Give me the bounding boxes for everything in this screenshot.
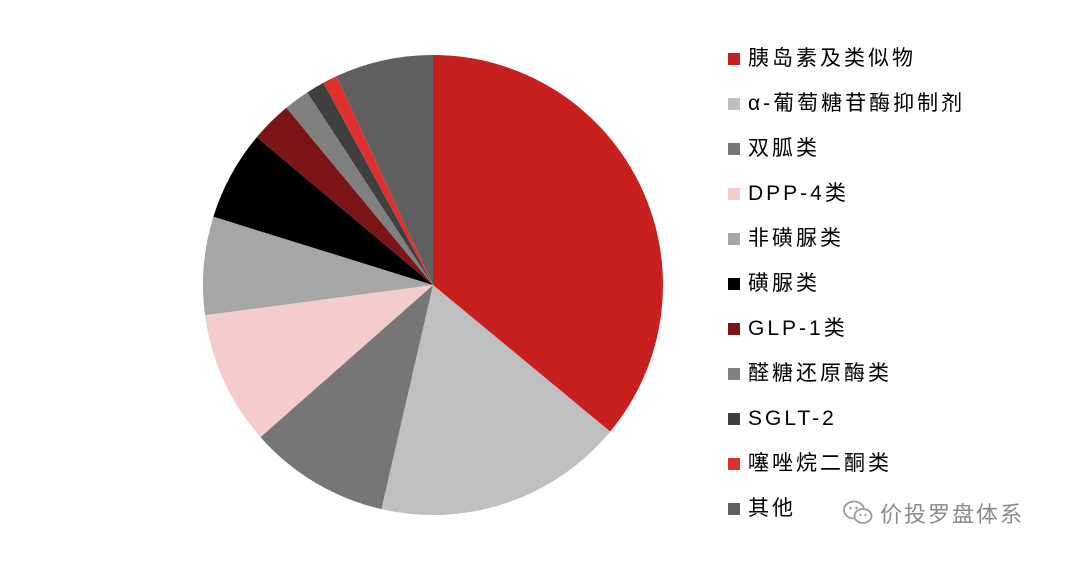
legend-swatch-1	[728, 52, 740, 65]
legend-item-11: 其他	[728, 486, 1058, 531]
legend-item-3: 双胍类	[728, 126, 1058, 171]
pie-slice-2	[381, 285, 611, 515]
pie-slice-8	[286, 92, 433, 286]
legend-label-4: DPP-4类	[748, 181, 849, 205]
wechat-icon	[843, 500, 873, 524]
legend-item-8: 醛糖还原酶类	[728, 351, 1058, 396]
legend-item-5: 非磺脲类	[728, 216, 1058, 261]
legend-swatch-2	[728, 97, 740, 110]
legend-swatch-3	[728, 142, 740, 155]
pie-slice-6	[213, 137, 433, 285]
legend-item-9: SGLT-2	[728, 396, 1058, 441]
legend-label-6: 磺脲类	[748, 271, 820, 295]
legend-swatch-6	[728, 277, 740, 290]
legend-label-3: 双胍类	[748, 136, 820, 160]
legend-item-6: 磺脲类	[728, 261, 1058, 306]
legend-swatch-10	[728, 457, 740, 470]
legend-label-7: GLP-1类	[748, 316, 848, 340]
legend: 胰岛素及类似物 α-葡萄糖苷酶抑制剂 双胍类 DPP-4类 非磺脲类磺脲类 GLP-1类醛…	[728, 36, 1058, 531]
pie-slice-3	[260, 285, 433, 510]
legend-label-5: 非磺脲类	[748, 226, 844, 250]
pie-slice-1	[433, 55, 664, 432]
legend-label-10: 噻唑烷二酮类	[748, 451, 892, 475]
legend-item-2: α-葡萄糖苷酶抑制剂	[728, 81, 1058, 126]
pie-chart	[203, 55, 664, 515]
pie-slice-4	[205, 285, 433, 438]
legend-item-4: DPP-4类	[728, 171, 1058, 216]
legend-item-7: GLP-1类	[728, 306, 1058, 351]
legend-label-11: 其他	[748, 496, 796, 520]
legend-swatch-11	[728, 502, 740, 515]
legend-swatch-9	[728, 412, 740, 425]
legend-label-8: 醛糖还原酶类	[748, 361, 892, 385]
legend-label-2: α-葡萄糖苷酶抑制剂	[748, 91, 966, 115]
watermark: 价投罗盘体系	[842, 496, 1067, 530]
legend-label-1: 胰岛素及类似物	[748, 46, 916, 70]
pie-slice-9	[307, 82, 433, 285]
legend-item-1: 胰岛素及类似物	[728, 36, 1058, 81]
pie-slice-5	[203, 216, 433, 316]
legend-label-9: SGLT-2	[748, 406, 837, 430]
pie-slice-7	[256, 107, 433, 285]
legend-item-10: 噻唑烷二酮类	[728, 441, 1058, 486]
legend-swatch-8	[728, 367, 740, 380]
watermark-text: 价投罗盘体系	[880, 503, 1025, 528]
pie-slice-11	[336, 55, 433, 285]
pie-slice-10	[323, 76, 433, 285]
legend-swatch-5	[728, 232, 740, 245]
legend-swatch-7	[728, 322, 740, 335]
legend-swatch-4	[728, 187, 740, 200]
